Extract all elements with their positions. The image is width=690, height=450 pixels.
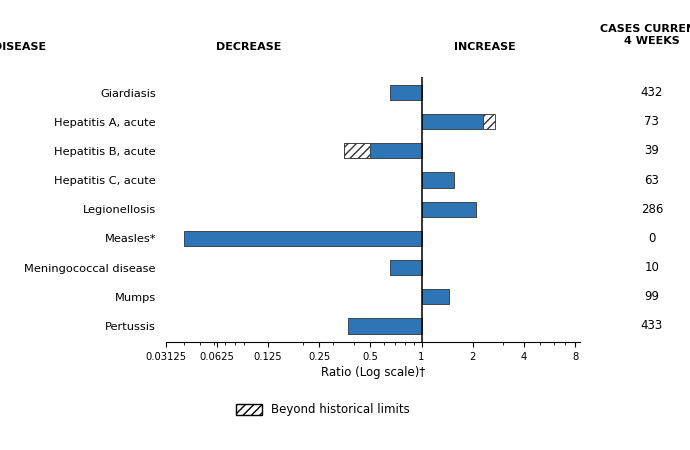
Text: 99: 99 (644, 290, 660, 303)
Text: CASES CURRENT
4 WEEKS: CASES CURRENT 4 WEEKS (600, 24, 690, 46)
Bar (390, 260, 422, 275)
Text: 39: 39 (644, 144, 659, 158)
Text: INCREASE: INCREASE (454, 41, 516, 51)
Bar (483, 114, 495, 129)
Text: 432: 432 (640, 86, 663, 99)
Bar (390, 85, 422, 100)
Bar (422, 172, 454, 188)
Bar (422, 289, 449, 304)
Bar (344, 143, 371, 158)
Bar (348, 318, 422, 333)
Text: 0: 0 (648, 232, 656, 245)
Bar (422, 114, 483, 129)
Bar (184, 231, 422, 246)
Text: 10: 10 (644, 261, 659, 274)
Text: 433: 433 (641, 320, 663, 333)
Bar (344, 143, 422, 158)
Bar (422, 202, 476, 217)
Legend: Beyond historical limits: Beyond historical limits (231, 399, 415, 421)
Text: DISEASE: DISEASE (0, 41, 46, 51)
Text: 286: 286 (640, 203, 663, 216)
X-axis label: Ratio (Log scale)†: Ratio (Log scale)† (321, 366, 424, 379)
Text: 73: 73 (644, 115, 659, 128)
Text: DECREASE: DECREASE (216, 41, 282, 51)
Text: 63: 63 (644, 174, 659, 187)
